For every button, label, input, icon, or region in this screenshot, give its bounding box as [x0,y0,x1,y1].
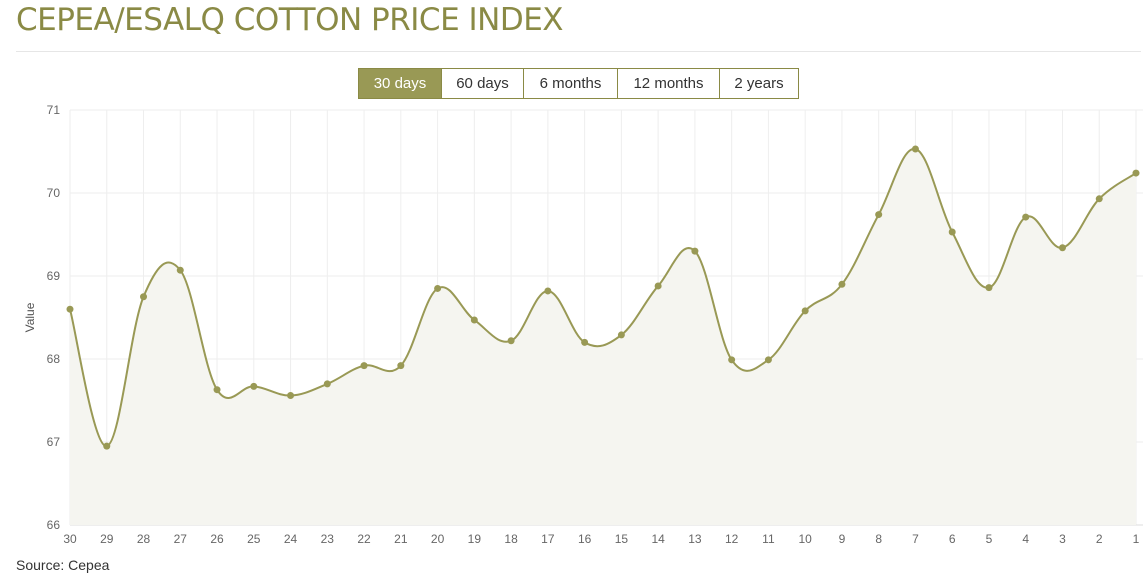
x-tick-label: 13 [688,532,702,546]
title-divider [16,51,1141,52]
x-tick-label: 23 [321,532,335,546]
data-point-4 [1022,213,1030,221]
series-area [70,148,1136,525]
data-point-23 [323,380,331,388]
range-selector: 30 days 60 days 6 months 12 months 2 yea… [358,68,799,99]
x-tick-label: 3 [1059,532,1066,546]
data-point-6 [948,228,956,236]
x-tick-label: 21 [394,532,408,546]
data-point-26 [213,386,221,394]
data-point-17 [544,287,552,295]
x-tick-label: 24 [284,532,298,546]
y-axis-label: Value [23,302,37,332]
x-tick-label: 29 [100,532,114,546]
data-point-29 [103,442,111,450]
tab-12-months[interactable]: 12 months [617,69,719,98]
y-tick-label: 67 [47,435,61,449]
y-tick-label: 70 [47,186,61,200]
data-point-22 [360,362,368,370]
x-tick-label: 9 [839,532,846,546]
x-tick-label: 8 [875,532,882,546]
data-point-8 [875,211,883,219]
x-tick-label: 7 [912,532,919,546]
x-tick-label: 1 [1133,532,1140,546]
data-point-7 [911,145,919,153]
y-tick-label: 68 [47,352,61,366]
x-tick-label: 28 [137,532,151,546]
y-tick-label: 69 [47,269,61,283]
x-tick-label: 19 [468,532,482,546]
x-tick-label: 25 [247,532,261,546]
x-tick-label: 2 [1096,532,1103,546]
x-tick-label: 30 [63,532,77,546]
data-point-10 [801,307,809,315]
x-tick-label: 26 [210,532,224,546]
x-tick-label: 5 [986,532,993,546]
x-tick-label: 27 [174,532,188,546]
data-point-24 [287,392,295,400]
x-tick-label: 22 [357,532,371,546]
data-point-3 [1058,244,1066,252]
x-tick-label: 18 [504,532,518,546]
x-tick-label: 20 [431,532,445,546]
data-point-12 [728,356,736,364]
x-tick-label: 4 [1022,532,1029,546]
tab-6-months[interactable]: 6 months [523,69,617,98]
data-point-2 [1095,195,1103,203]
data-point-9 [838,280,846,288]
data-point-20 [434,284,442,292]
data-point-1 [1132,169,1140,177]
data-point-15 [617,331,625,339]
data-point-19 [470,316,478,324]
data-point-16 [581,338,589,346]
tab-2-years[interactable]: 2 years [719,69,798,98]
data-point-14 [654,282,662,290]
x-tick-label: 12 [725,532,739,546]
data-point-21 [397,362,405,370]
data-point-18 [507,337,515,345]
x-tick-label: 10 [798,532,812,546]
x-tick-label: 6 [949,532,956,546]
page-title: CEPEA/ESALQ COTTON PRICE INDEX [16,2,564,38]
data-point-27 [176,266,184,274]
x-tick-label: 11 [762,532,775,546]
source-note: Source: Cepea [16,557,110,573]
data-point-5 [985,284,993,292]
x-tick-label: 16 [578,532,592,546]
y-tick-label: 71 [47,103,61,117]
y-tick-label: 66 [47,518,61,532]
data-point-28 [140,293,148,301]
tab-30-days[interactable]: 30 days [359,69,441,98]
data-point-11 [764,356,772,364]
x-tick-label: 14 [651,532,665,546]
data-point-25 [250,382,258,390]
data-point-13 [691,247,699,255]
x-tick-label: 15 [615,532,629,546]
data-point-30 [66,305,74,313]
x-tick-label: 17 [541,532,555,546]
tab-60-days[interactable]: 60 days [441,69,523,98]
